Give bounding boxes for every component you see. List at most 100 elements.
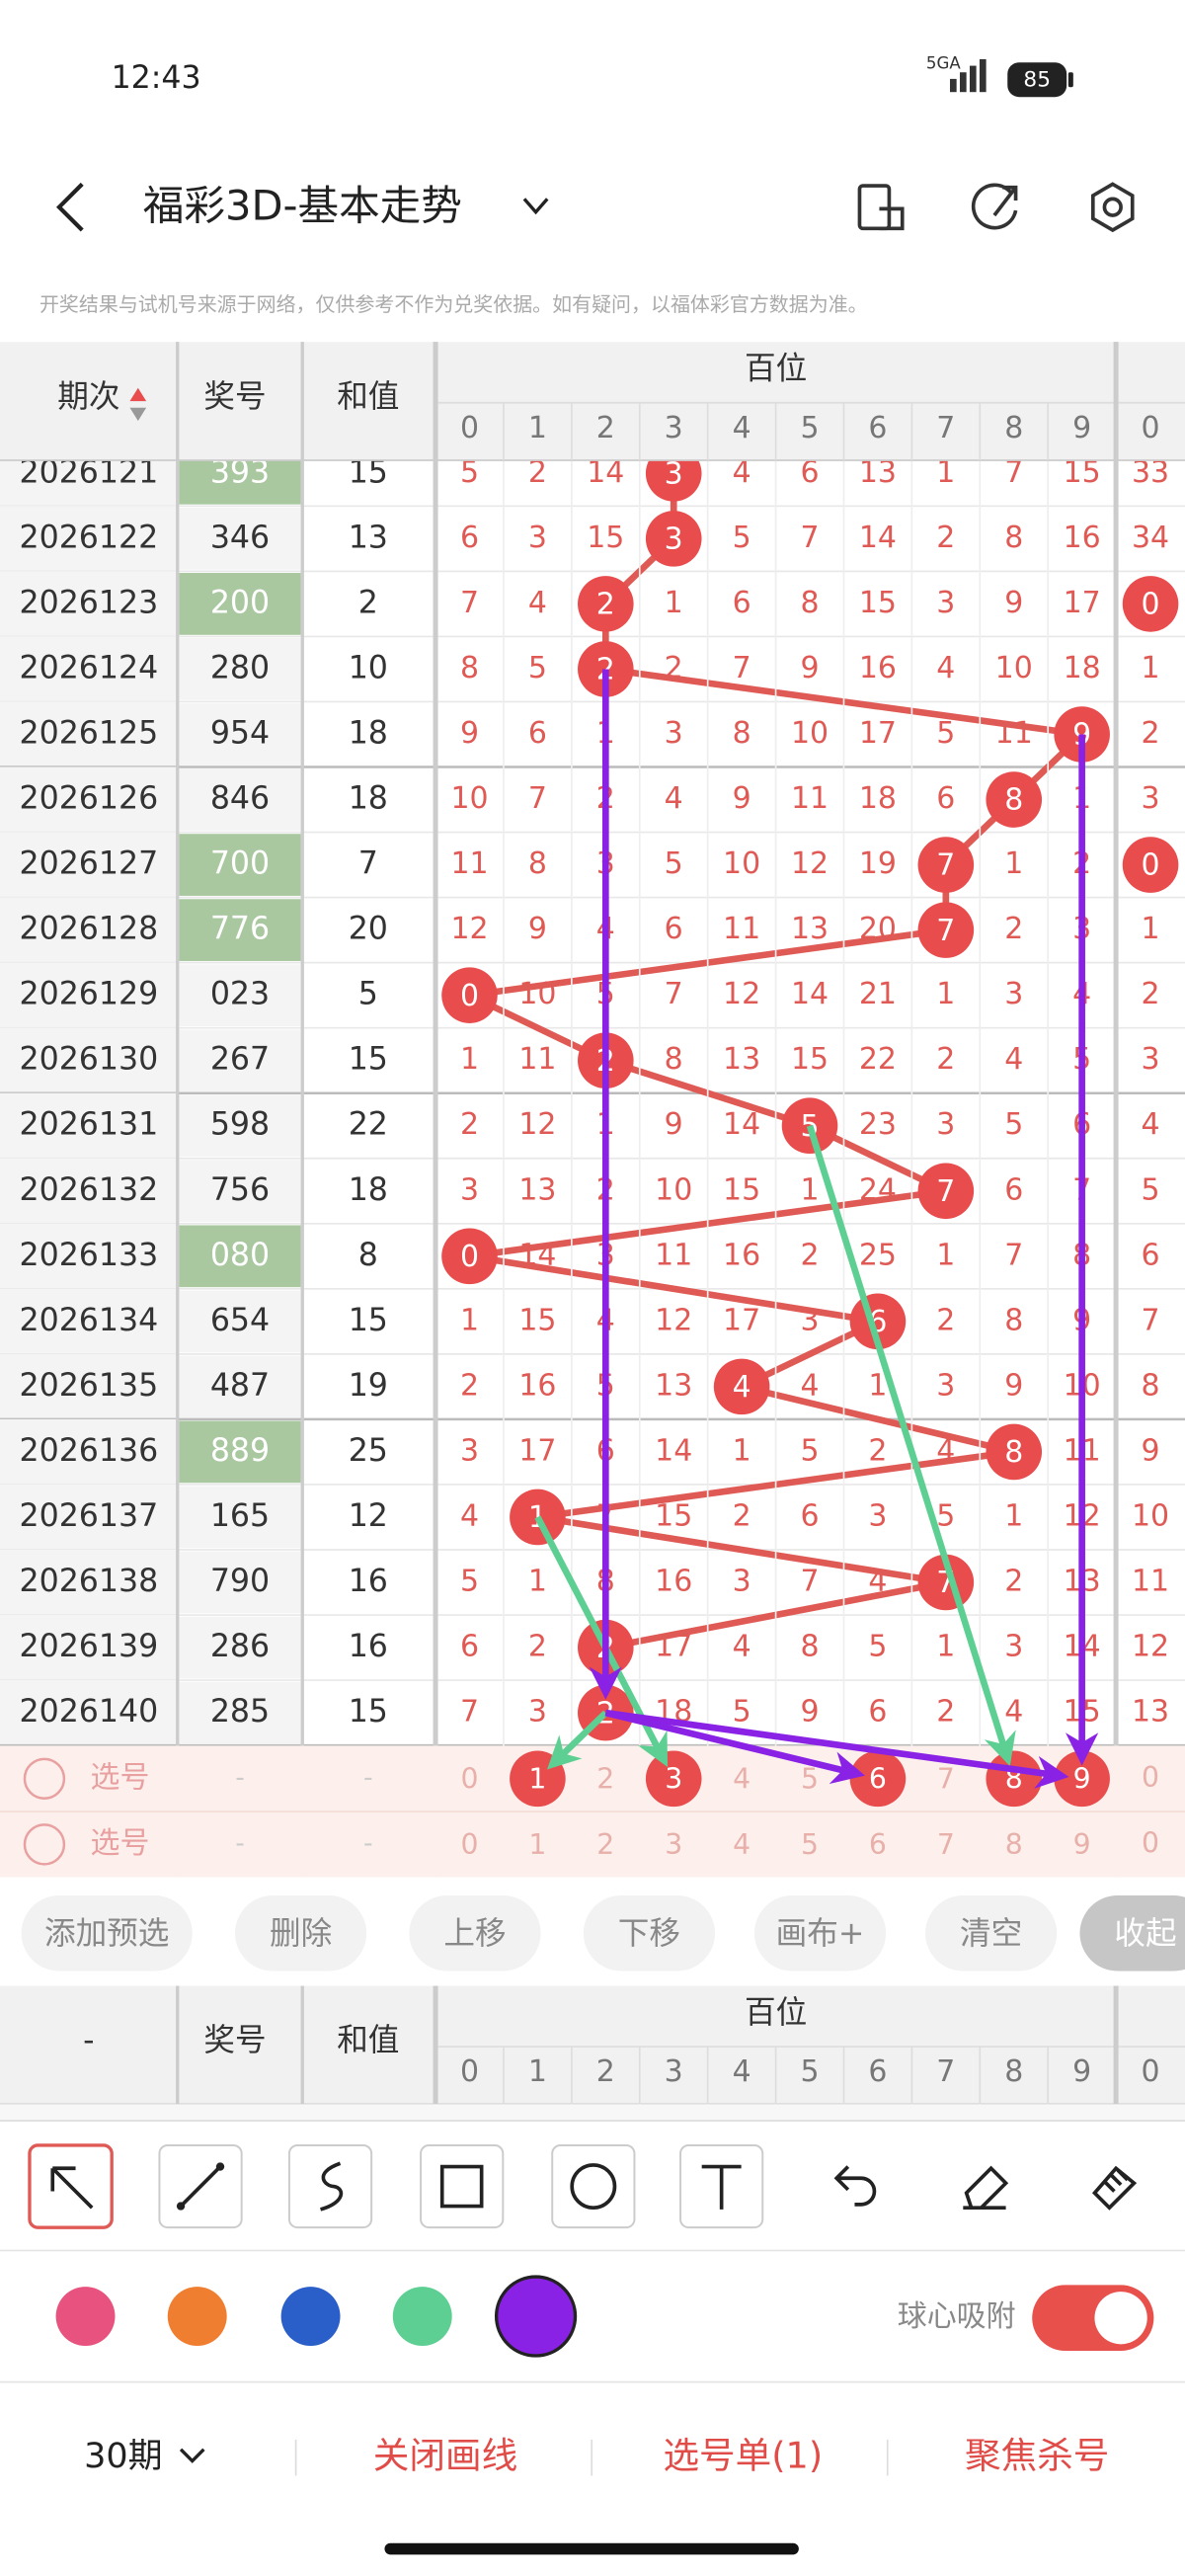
tool-line-end[interactable] [176, 2202, 186, 2211]
back-button[interactable] [55, 182, 84, 232]
select-digit[interactable]: 8 [1005, 1828, 1023, 1861]
sort-down[interactable] [129, 407, 147, 422]
select-digit[interactable]: 0 [461, 1828, 479, 1861]
select-digit[interactable]: 0 [1142, 1761, 1159, 1794]
period: 2026123 [19, 585, 158, 620]
hit-ball [510, 1489, 566, 1546]
miss-count: 6 [868, 1695, 887, 1730]
select-digit[interactable]: 7 [937, 1762, 955, 1795]
select-digit[interactable]: 7 [937, 1828, 955, 1861]
tool-eraser[interactable] [963, 2165, 1009, 2211]
select-digit[interactable]: 5 [801, 1762, 819, 1795]
color-swatch[interactable] [280, 2287, 341, 2346]
action-button[interactable] [409, 1894, 541, 1972]
select-digit[interactable]: 4 [733, 1762, 750, 1795]
select-digit[interactable]: 1 [528, 1828, 546, 1861]
miss-count: 18 [859, 781, 897, 816]
select-digit[interactable]: 6 [869, 1828, 887, 1861]
page-title: 福彩3D-基本走势 [143, 181, 462, 229]
action-button-label[interactable]: 下移 [618, 1916, 680, 1952]
digit-header: 6 [868, 2054, 887, 2089]
period-cell-bg [0, 1288, 178, 1354]
tool-arrow[interactable] [50, 2166, 94, 2210]
toggle-knob[interactable] [1094, 2292, 1147, 2345]
miss-count: 17 [859, 716, 897, 751]
action-button[interactable] [21, 1894, 193, 1972]
color-swatch[interactable] [55, 2287, 116, 2346]
period: 2026126 [19, 781, 158, 817]
draw-number: 954 [210, 715, 270, 751]
digit-header: 3 [665, 2054, 683, 2089]
sub-header-cut [0, 2104, 1185, 2121]
select-digit[interactable]: 4 [733, 1828, 750, 1861]
action-button[interactable] [583, 1894, 715, 1972]
footer-action[interactable]: 关闭画线 [373, 2435, 517, 2477]
device-icon[interactable] [857, 184, 905, 231]
selected-number[interactable]: 6 [869, 1762, 887, 1795]
select-radio[interactable] [23, 1757, 66, 1801]
tool-line-end[interactable] [215, 2162, 225, 2171]
miss-count: 6 [460, 521, 479, 555]
action-button[interactable] [1079, 1894, 1185, 1972]
hit-ball [1122, 576, 1179, 632]
sub-header-bg [0, 1985, 1185, 2105]
selected-number[interactable]: 9 [1073, 1762, 1091, 1795]
action-button-label[interactable]: 收起 [1114, 1916, 1176, 1952]
action-button-label[interactable]: 清空 [960, 1916, 1022, 1952]
color-swatch[interactable] [494, 2275, 578, 2358]
action-button-label[interactable]: 上移 [443, 1916, 506, 1952]
tool-text[interactable] [701, 2164, 742, 2210]
tool-clear[interactable] [1091, 2165, 1138, 2211]
action-button[interactable] [235, 1894, 367, 1972]
share-icon[interactable] [971, 183, 1018, 230]
number-cell-bg [179, 1290, 301, 1353]
tool-line[interactable] [179, 2165, 222, 2208]
select-digit[interactable]: 2 [596, 1828, 614, 1861]
select-digit[interactable]: 0 [1142, 1826, 1159, 1859]
period-count[interactable]: 30期 [84, 2437, 162, 2476]
miss-count: 1 [1004, 846, 1023, 881]
tool-circle[interactable] [570, 2163, 617, 2211]
period-dropdown[interactable] [179, 2448, 205, 2463]
action-button[interactable] [753, 1894, 887, 1972]
miss-count: 17 [723, 1303, 760, 1337]
action-button-label[interactable]: 画布+ [776, 1916, 865, 1952]
sum-value: 10 [349, 650, 388, 685]
sum-value: 20 [349, 912, 388, 947]
column-header: - [83, 2023, 94, 2058]
hit-number: 0 [1142, 848, 1160, 883]
title-dropdown[interactable] [522, 198, 549, 215]
tool-rect[interactable] [439, 2164, 484, 2209]
select-digit[interactable]: 0 [461, 1762, 479, 1795]
select-digit[interactable]: 9 [1073, 1828, 1091, 1861]
tool-box[interactable] [551, 2143, 636, 2229]
action-button-label[interactable]: 添加预选 [44, 1916, 169, 1952]
tool-box[interactable] [420, 2143, 505, 2229]
tool-undo[interactable] [833, 2165, 877, 2207]
select-radio[interactable] [23, 1823, 66, 1866]
miss-count: 3 [528, 1695, 547, 1730]
select-digit[interactable]: 3 [665, 1828, 682, 1861]
action-button[interactable] [925, 1894, 1058, 1972]
color-swatch[interactable] [167, 2287, 227, 2346]
miss-count: 5 [800, 1433, 819, 1468]
sort-up[interactable] [129, 387, 147, 402]
footer-action[interactable]: 选号单(1) [663, 2435, 823, 2477]
settings-icon[interactable] [1090, 182, 1135, 233]
selected-number[interactable]: 3 [665, 1762, 682, 1795]
miss-count: 4 [800, 1368, 819, 1403]
selected-number[interactable]: 1 [528, 1762, 546, 1795]
footer-action[interactable]: 聚焦杀号 [965, 2435, 1109, 2477]
hit-ball [713, 1358, 770, 1415]
tool-curve[interactable] [320, 2161, 344, 2212]
hit-number: 3 [665, 523, 683, 557]
draw-number: 200 [210, 585, 270, 620]
number-cell-bg [179, 1551, 301, 1614]
color-swatch[interactable] [392, 2287, 452, 2346]
select-digit[interactable]: 2 [596, 1762, 614, 1795]
number-cell-bg [179, 899, 301, 961]
select-digit[interactable]: 5 [801, 1828, 819, 1861]
number-cell-bg [179, 573, 301, 635]
miss-count: 23 [859, 1107, 897, 1142]
action-button-label[interactable]: 删除 [270, 1916, 332, 1952]
